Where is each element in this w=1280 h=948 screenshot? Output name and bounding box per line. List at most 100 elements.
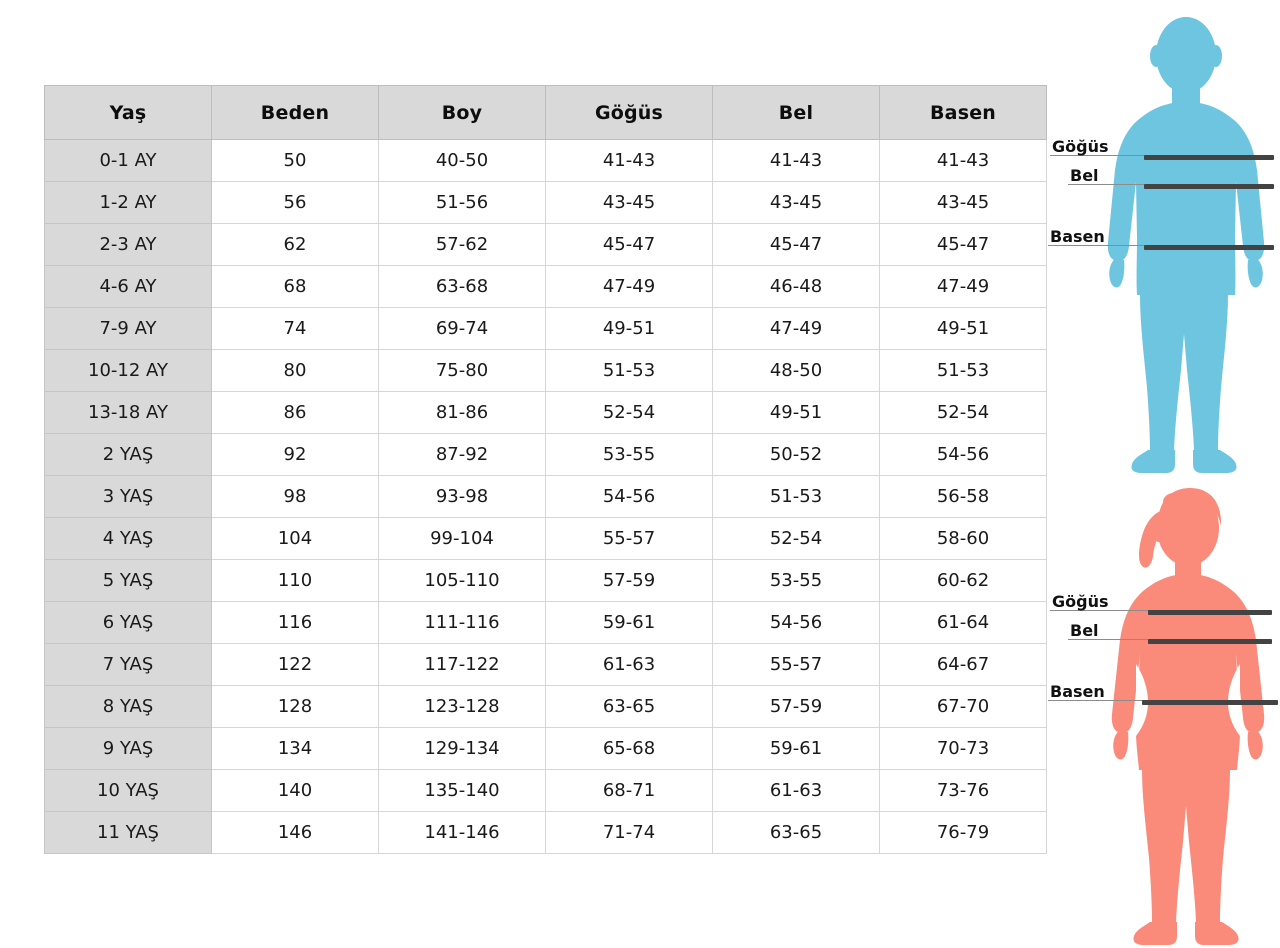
cell-bel: 54-56 — [712, 601, 880, 644]
cell-bel: 45-47 — [712, 223, 880, 266]
cell-bel: 61-63 — [712, 769, 880, 812]
male-waist-label: Bel — [1070, 166, 1099, 185]
cell-basen: 43-45 — [879, 181, 1047, 224]
cell-gogus: 57-59 — [545, 559, 713, 602]
cell-boy: 129-134 — [378, 727, 546, 770]
cell-beden: 86 — [211, 391, 379, 434]
cell-gogus: 54-56 — [545, 475, 713, 518]
cell-boy: 123-128 — [378, 685, 546, 728]
size-table-container: Yaş Beden Boy Göğüs Bel Basen 0-1 AY 50 40… — [44, 85, 1047, 854]
table-row: 5 YAŞ 110 105-110 57-59 53-55 60-62 — [44, 559, 1047, 602]
cell-age: 6 YAŞ — [44, 601, 212, 644]
cell-basen: 73-76 — [879, 769, 1047, 812]
cell-boy: 69-74 — [378, 307, 546, 350]
cell-gogus: 63-65 — [545, 685, 713, 728]
male-hip-label: Basen — [1050, 227, 1105, 246]
cell-gogus: 49-51 — [545, 307, 713, 350]
cell-beden: 50 — [211, 139, 379, 182]
cell-basen: 60-62 — [879, 559, 1047, 602]
cell-gogus: 41-43 — [545, 139, 713, 182]
cell-beden: 74 — [211, 307, 379, 350]
cell-beden: 134 — [211, 727, 379, 770]
cell-bel: 46-48 — [712, 265, 880, 308]
cell-age: 10-12 AY — [44, 349, 212, 392]
cell-basen: 41-43 — [879, 139, 1047, 182]
cell-bel: 53-55 — [712, 559, 880, 602]
male-waist-band — [1144, 184, 1274, 189]
cell-basen: 49-51 — [879, 307, 1047, 350]
cell-bel: 49-51 — [712, 391, 880, 434]
cell-gogus: 47-49 — [545, 265, 713, 308]
cell-boy: 57-62 — [378, 223, 546, 266]
cell-boy: 75-80 — [378, 349, 546, 392]
cell-boy: 141-146 — [378, 811, 546, 854]
table-row: 10 YAŞ 140 135-140 68-71 61-63 73-76 — [44, 769, 1047, 812]
male-chest-measurement: Göğüs — [1050, 138, 1178, 156]
cell-boy: 93-98 — [378, 475, 546, 518]
male-hip-band — [1144, 245, 1274, 250]
table-row: 7 YAŞ 122 117-122 61-63 55-57 64-67 — [44, 643, 1047, 686]
cell-bel: 59-61 — [712, 727, 880, 770]
cell-boy: 87-92 — [378, 433, 546, 476]
cell-gogus: 71-74 — [545, 811, 713, 854]
cell-beden: 80 — [211, 349, 379, 392]
female-body-silhouette — [1111, 488, 1265, 945]
cell-boy: 99-104 — [378, 517, 546, 560]
cell-gogus: 43-45 — [545, 181, 713, 224]
female-chest-leader-line — [1050, 610, 1178, 611]
cell-age: 7-9 AY — [44, 307, 212, 350]
column-header-beden: Beden — [211, 85, 379, 140]
cell-basen: 67-70 — [879, 685, 1047, 728]
cell-bel: 63-65 — [712, 811, 880, 854]
cell-gogus: 68-71 — [545, 769, 713, 812]
column-header-age: Yaş — [44, 85, 212, 140]
cell-bel: 50-52 — [712, 433, 880, 476]
male-chest-label: Göğüs — [1052, 137, 1109, 156]
table-row: 8 YAŞ 128 123-128 63-65 57-59 67-70 — [44, 685, 1047, 728]
cell-age: 4 YAŞ — [44, 517, 212, 560]
cell-age: 2 YAŞ — [44, 433, 212, 476]
cell-boy: 51-56 — [378, 181, 546, 224]
cell-bel: 57-59 — [712, 685, 880, 728]
cell-basen: 47-49 — [879, 265, 1047, 308]
female-hip-band — [1142, 700, 1278, 705]
cell-basen: 58-60 — [879, 517, 1047, 560]
table-row: 1-2 AY 56 51-56 43-45 43-45 43-45 — [44, 181, 1047, 224]
cell-age: 4-6 AY — [44, 265, 212, 308]
table-row: 2-3 AY 62 57-62 45-47 45-47 45-47 — [44, 223, 1047, 266]
female-chest-band — [1148, 610, 1272, 615]
cell-age: 9 YAŞ — [44, 727, 212, 770]
cell-boy: 111-116 — [378, 601, 546, 644]
cell-bel: 41-43 — [712, 139, 880, 182]
cell-beden: 110 — [211, 559, 379, 602]
cell-beden: 104 — [211, 517, 379, 560]
cell-basen: 45-47 — [879, 223, 1047, 266]
cell-boy: 40-50 — [378, 139, 546, 182]
size-table: Yaş Beden Boy Göğüs Bel Basen 0-1 AY 50 40… — [44, 85, 1047, 854]
table-row: 7-9 AY 74 69-74 49-51 47-49 49-51 — [44, 307, 1047, 350]
cell-basen: 52-54 — [879, 391, 1047, 434]
cell-basen: 70-73 — [879, 727, 1047, 770]
cell-beden: 92 — [211, 433, 379, 476]
cell-basen: 51-53 — [879, 349, 1047, 392]
cell-basen: 76-79 — [879, 811, 1047, 854]
table-row: 6 YAŞ 116 111-116 59-61 54-56 61-64 — [44, 601, 1047, 644]
cell-gogus: 53-55 — [545, 433, 713, 476]
table-row: 3 YAŞ 98 93-98 54-56 51-53 56-58 — [44, 475, 1047, 518]
body-figures-panel: Göğüs Bel Basen — [1046, 0, 1280, 948]
cell-gogus: 51-53 — [545, 349, 713, 392]
cell-age: 1-2 AY — [44, 181, 212, 224]
cell-beden: 56 — [211, 181, 379, 224]
cell-bel: 48-50 — [712, 349, 880, 392]
cell-basen: 56-58 — [879, 475, 1047, 518]
cell-age: 2-3 AY — [44, 223, 212, 266]
cell-beden: 122 — [211, 643, 379, 686]
cell-bel: 51-53 — [712, 475, 880, 518]
cell-boy: 117-122 — [378, 643, 546, 686]
cell-bel: 55-57 — [712, 643, 880, 686]
male-waist-leader-line — [1068, 184, 1178, 185]
cell-bel: 43-45 — [712, 181, 880, 224]
female-waist-leader-line — [1068, 639, 1178, 640]
cell-gogus: 65-68 — [545, 727, 713, 770]
